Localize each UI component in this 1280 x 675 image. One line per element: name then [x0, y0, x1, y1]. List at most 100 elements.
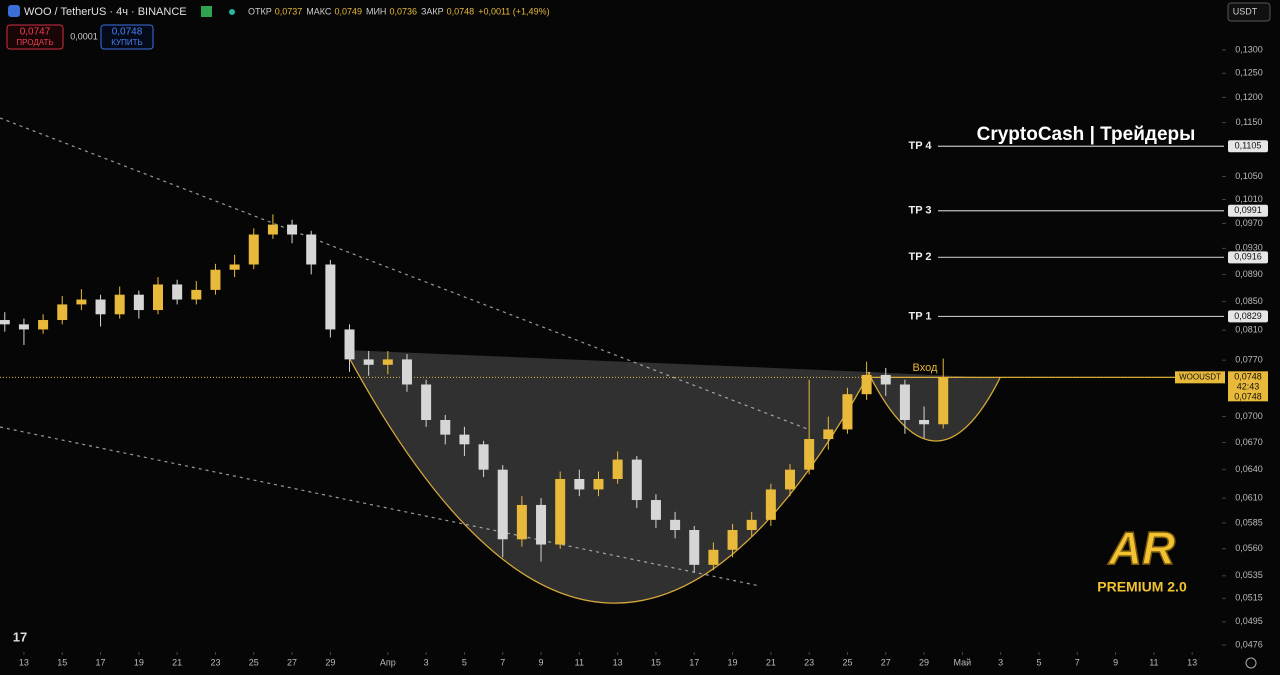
- marks: 0,13000,12500,12000,11500,10500,10100,09…: [0, 44, 1268, 667]
- tp-label: TP 2: [908, 251, 931, 263]
- buy-label[interactable]: КУПИТЬ: [111, 38, 142, 47]
- ohlc-change: +0,0011 (+1,49%): [478, 6, 549, 16]
- x-tick-label: 23: [804, 657, 814, 667]
- candle-body: [306, 234, 317, 265]
- candle-body: [536, 504, 547, 545]
- y-tick-label: 0,0700: [1235, 411, 1263, 421]
- ohlc-value: 0,0748: [447, 6, 475, 16]
- x-tick-label: 11: [1149, 657, 1158, 667]
- y-tick-label: 0,0515: [1235, 593, 1263, 603]
- candle-body: [76, 299, 87, 305]
- tp-label: TP 3: [908, 205, 931, 217]
- currency-button[interactable]: [1227, 2, 1271, 22]
- y-tick-label: 0,0970: [1235, 218, 1263, 228]
- y-tick-label: 0,0770: [1235, 355, 1263, 365]
- y-tick-label: 0,1300: [1235, 44, 1263, 54]
- y-tick-label: 0,1250: [1235, 68, 1263, 78]
- candle-body: [631, 459, 642, 501]
- x-tick-label: 5: [462, 657, 467, 667]
- x-tick-label: 27: [287, 657, 297, 667]
- symbol: WOO / TetherUS · 4ч · BINANCE: [24, 6, 187, 18]
- ohlc: ОТКР 0,0737 МАКС 0,0749 МИН 0,0736 ЗАКР 0,0748 +…: [248, 6, 550, 16]
- tp-label: TP 1: [908, 310, 931, 322]
- settings-icon[interactable]: [1245, 657, 1257, 669]
- candle-body: [861, 374, 872, 395]
- candle-body: [172, 284, 183, 300]
- candle-body: [57, 304, 68, 321]
- candle-body: [804, 439, 815, 470]
- ohlc-value: 0,0749: [334, 6, 362, 16]
- x-tick-label: 13: [613, 657, 623, 667]
- symbol-icon: [8, 5, 20, 17]
- spread: 0,0001: [70, 31, 98, 41]
- x-tick-label: 17: [689, 657, 699, 667]
- candle-body: [210, 269, 221, 290]
- ohlc-label: МИН: [366, 6, 386, 16]
- y-tick-label: 0,0850: [1235, 296, 1263, 306]
- x-tick-label: Май: [954, 657, 972, 667]
- candle-body: [363, 359, 374, 365]
- x-tick-label: 7: [500, 657, 505, 667]
- y-tick-label: 0,0585: [1235, 517, 1263, 527]
- y-tick-label: 0,1050: [1235, 171, 1263, 181]
- tp-price: 0,0916: [1234, 252, 1262, 262]
- sell-button[interactable]: [6, 24, 64, 50]
- x-tick-label: 9: [539, 657, 544, 667]
- candle-body: [612, 459, 623, 480]
- sell-price[interactable]: 0,0747: [20, 27, 51, 38]
- x-tick-label: 29: [919, 657, 929, 667]
- x-tick-label: 17: [96, 657, 106, 667]
- x-tick-label: 23: [210, 657, 220, 667]
- buy-price[interactable]: 0,0748: [112, 27, 143, 38]
- candle-body: [765, 489, 776, 520]
- y-tick-label: 0,0890: [1235, 269, 1263, 279]
- ohlc-value: 0,0737: [275, 6, 303, 16]
- buy-button[interactable]: [100, 24, 154, 50]
- price-box: [1228, 371, 1268, 402]
- candle-body: [670, 519, 681, 531]
- x-tick-label: 25: [842, 657, 852, 667]
- x-tick-label: 3: [424, 657, 429, 667]
- x-tick-label: 29: [325, 657, 335, 667]
- status-dot: [229, 9, 235, 15]
- tp-price: 0,1105: [1235, 141, 1262, 151]
- symbol-label: WOOUSDT: [1179, 372, 1221, 381]
- price-label: 0,0748: [1234, 372, 1262, 382]
- candle-body: [650, 500, 661, 520]
- candle-body: [114, 294, 125, 315]
- x-tick-label: 3: [998, 657, 1003, 667]
- y-tick-label: 0,0610: [1235, 492, 1263, 502]
- chart-title: CryptoCash | Трейдеры: [977, 124, 1196, 145]
- ohlc-label: ЗАКР: [421, 6, 444, 16]
- candle-body: [248, 234, 259, 265]
- x-tick-label: 25: [249, 657, 259, 667]
- entry-label: Вход: [913, 362, 938, 374]
- y-tick-label: 0,0670: [1235, 437, 1263, 447]
- ohlc-label: ОТКР: [248, 6, 272, 16]
- y-tick-label: 0,0560: [1235, 543, 1263, 553]
- sell-label[interactable]: ПРОДАТЬ: [16, 38, 53, 47]
- candle-body: [708, 549, 719, 565]
- candle-body: [38, 320, 49, 330]
- x-tick-label: 5: [1036, 657, 1041, 667]
- candle-body: [344, 329, 355, 360]
- candle-body: [287, 224, 298, 235]
- flag[interactable]: [201, 6, 212, 17]
- candle-body: [555, 479, 566, 545]
- tv-logo: 17: [13, 629, 27, 644]
- candle-body: [938, 377, 949, 425]
- cup-fill: [345, 350, 870, 604]
- candle-body: [593, 479, 604, 490]
- candle-body: [153, 284, 164, 311]
- candle-body: [191, 289, 202, 300]
- x-tick-label: Апр: [380, 657, 396, 667]
- x-tick-label: 13: [1187, 657, 1197, 667]
- candle-body: [919, 419, 930, 425]
- candle-body: [133, 294, 144, 311]
- y-tick-label: 0,0476: [1235, 639, 1263, 649]
- y-tick-label: 0,0640: [1235, 464, 1263, 474]
- currency[interactable]: USDT: [1233, 6, 1258, 16]
- tp-price-box: [1228, 204, 1268, 217]
